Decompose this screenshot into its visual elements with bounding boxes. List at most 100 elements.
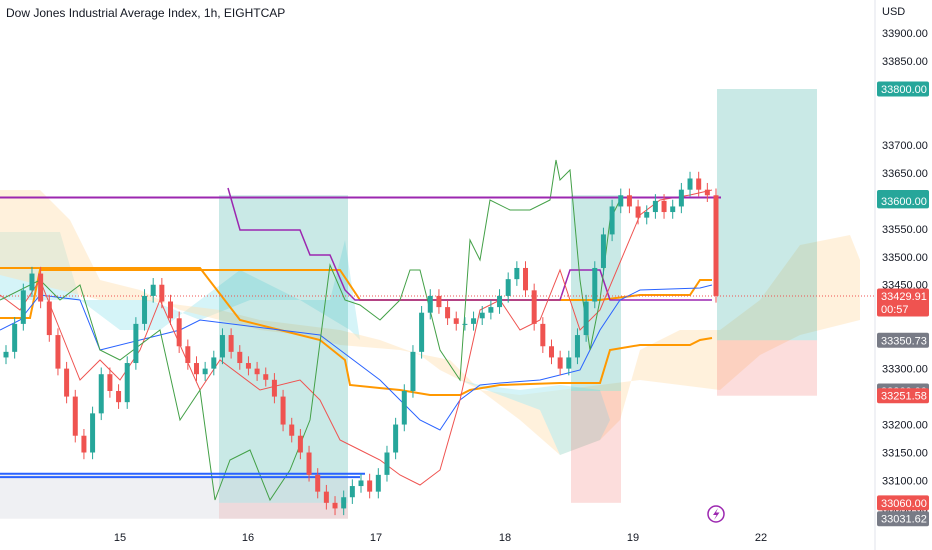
candle (626, 188, 632, 214)
candle (46, 294, 52, 342)
candle (133, 317, 139, 370)
candle (471, 311, 477, 331)
position-1-target-zone (219, 195, 348, 503)
cloud-bull-2 (460, 380, 610, 455)
candle (20, 283, 26, 331)
price-tick-label: 33900.00 (882, 28, 928, 40)
candle (635, 199, 641, 225)
svg-text:33429.91: 33429.91 (881, 291, 927, 303)
cloud-bull (0, 232, 360, 340)
leading-span-a (0, 284, 713, 431)
candle (29, 266, 35, 298)
candle (479, 305, 485, 326)
candle (497, 289, 503, 314)
candle (98, 367, 104, 421)
position-2-stop-zone (571, 390, 621, 503)
candle (150, 278, 156, 303)
price-tick-label: 33850.00 (882, 56, 928, 68)
price-tag: 33800.00 (877, 81, 929, 97)
candle (678, 182, 684, 214)
candle (211, 350, 217, 376)
candle (713, 188, 719, 303)
candle (90, 406, 96, 460)
candle (245, 356, 251, 376)
position-boxes (0, 89, 817, 519)
time-tick-label: 18 (499, 532, 511, 544)
candle (557, 350, 563, 376)
gray-range-zone (0, 474, 348, 519)
candle (3, 345, 9, 365)
candle (384, 445, 390, 482)
time-tick-label: 16 (242, 532, 254, 544)
price-tag: 33350.73 (877, 332, 929, 348)
svg-text:33251.58: 33251.58 (881, 391, 927, 403)
svg-text:33600.00: 33600.00 (881, 196, 927, 208)
position-1-stop-zone (219, 502, 348, 519)
time-tick-label: 22 (755, 532, 767, 544)
candle (574, 328, 580, 365)
candle (427, 289, 433, 320)
candle (687, 171, 693, 197)
candle (64, 361, 70, 404)
candle (168, 294, 174, 326)
candle (618, 188, 624, 214)
candle (401, 384, 407, 432)
candle (540, 317, 546, 353)
candle (661, 194, 667, 219)
candle (263, 367, 269, 387)
candle (159, 278, 165, 309)
price-tag: 33031.62 (877, 511, 929, 527)
candle (306, 445, 312, 482)
indicator-lines (0, 159, 713, 502)
chikou-span (0, 159, 621, 502)
svg-text:33060.00: 33060.00 (881, 498, 927, 510)
candle (548, 339, 554, 365)
candle (116, 384, 122, 409)
candle (696, 171, 702, 197)
candle (583, 294, 589, 342)
price-tag: 33251.58 (877, 388, 929, 404)
svg-text:33350.73: 33350.73 (881, 335, 927, 347)
currency-label: USD (882, 6, 906, 18)
price-tick-label: 33650.00 (882, 168, 928, 180)
time-tick-label: 19 (627, 532, 639, 544)
price-tick-label: 33700.00 (882, 140, 928, 152)
horizontal-levels (0, 196, 875, 479)
candle (445, 300, 451, 326)
svg-text:33800.00: 33800.00 (881, 84, 927, 96)
candle (523, 261, 529, 298)
candle (462, 317, 468, 331)
price-tag: 33060.00 (877, 495, 929, 511)
candle (12, 317, 18, 359)
candle (349, 479, 355, 504)
lightning-icon[interactable] (707, 505, 725, 523)
candle (185, 339, 191, 370)
price-tick-label: 33200.00 (882, 420, 928, 432)
svg-text:33031.62: 33031.62 (881, 514, 927, 526)
price-tick-label: 33150.00 (882, 448, 928, 460)
candle (592, 261, 598, 309)
candle (704, 182, 710, 202)
candle (436, 289, 442, 314)
candle (271, 373, 277, 404)
candle (72, 389, 78, 443)
position-3-stop-zone (717, 340, 817, 396)
time-axis: 15 16 17 18 19 22 (114, 532, 767, 544)
candle (142, 289, 148, 331)
candle (453, 311, 459, 331)
price-tag: 33600.00 (877, 193, 929, 209)
candle (644, 205, 650, 225)
candle (193, 356, 199, 381)
price-tick-label: 33300.00 (882, 364, 928, 376)
candle (652, 194, 658, 219)
candle (55, 328, 61, 376)
candle (280, 389, 286, 432)
position-3-target-zone (717, 89, 817, 341)
candle (514, 261, 520, 286)
candle (107, 367, 113, 398)
time-tick-label: 15 (114, 532, 126, 544)
price-tick-label: 33500.00 (882, 252, 928, 264)
countdown-timer: 00:57 (881, 304, 909, 316)
